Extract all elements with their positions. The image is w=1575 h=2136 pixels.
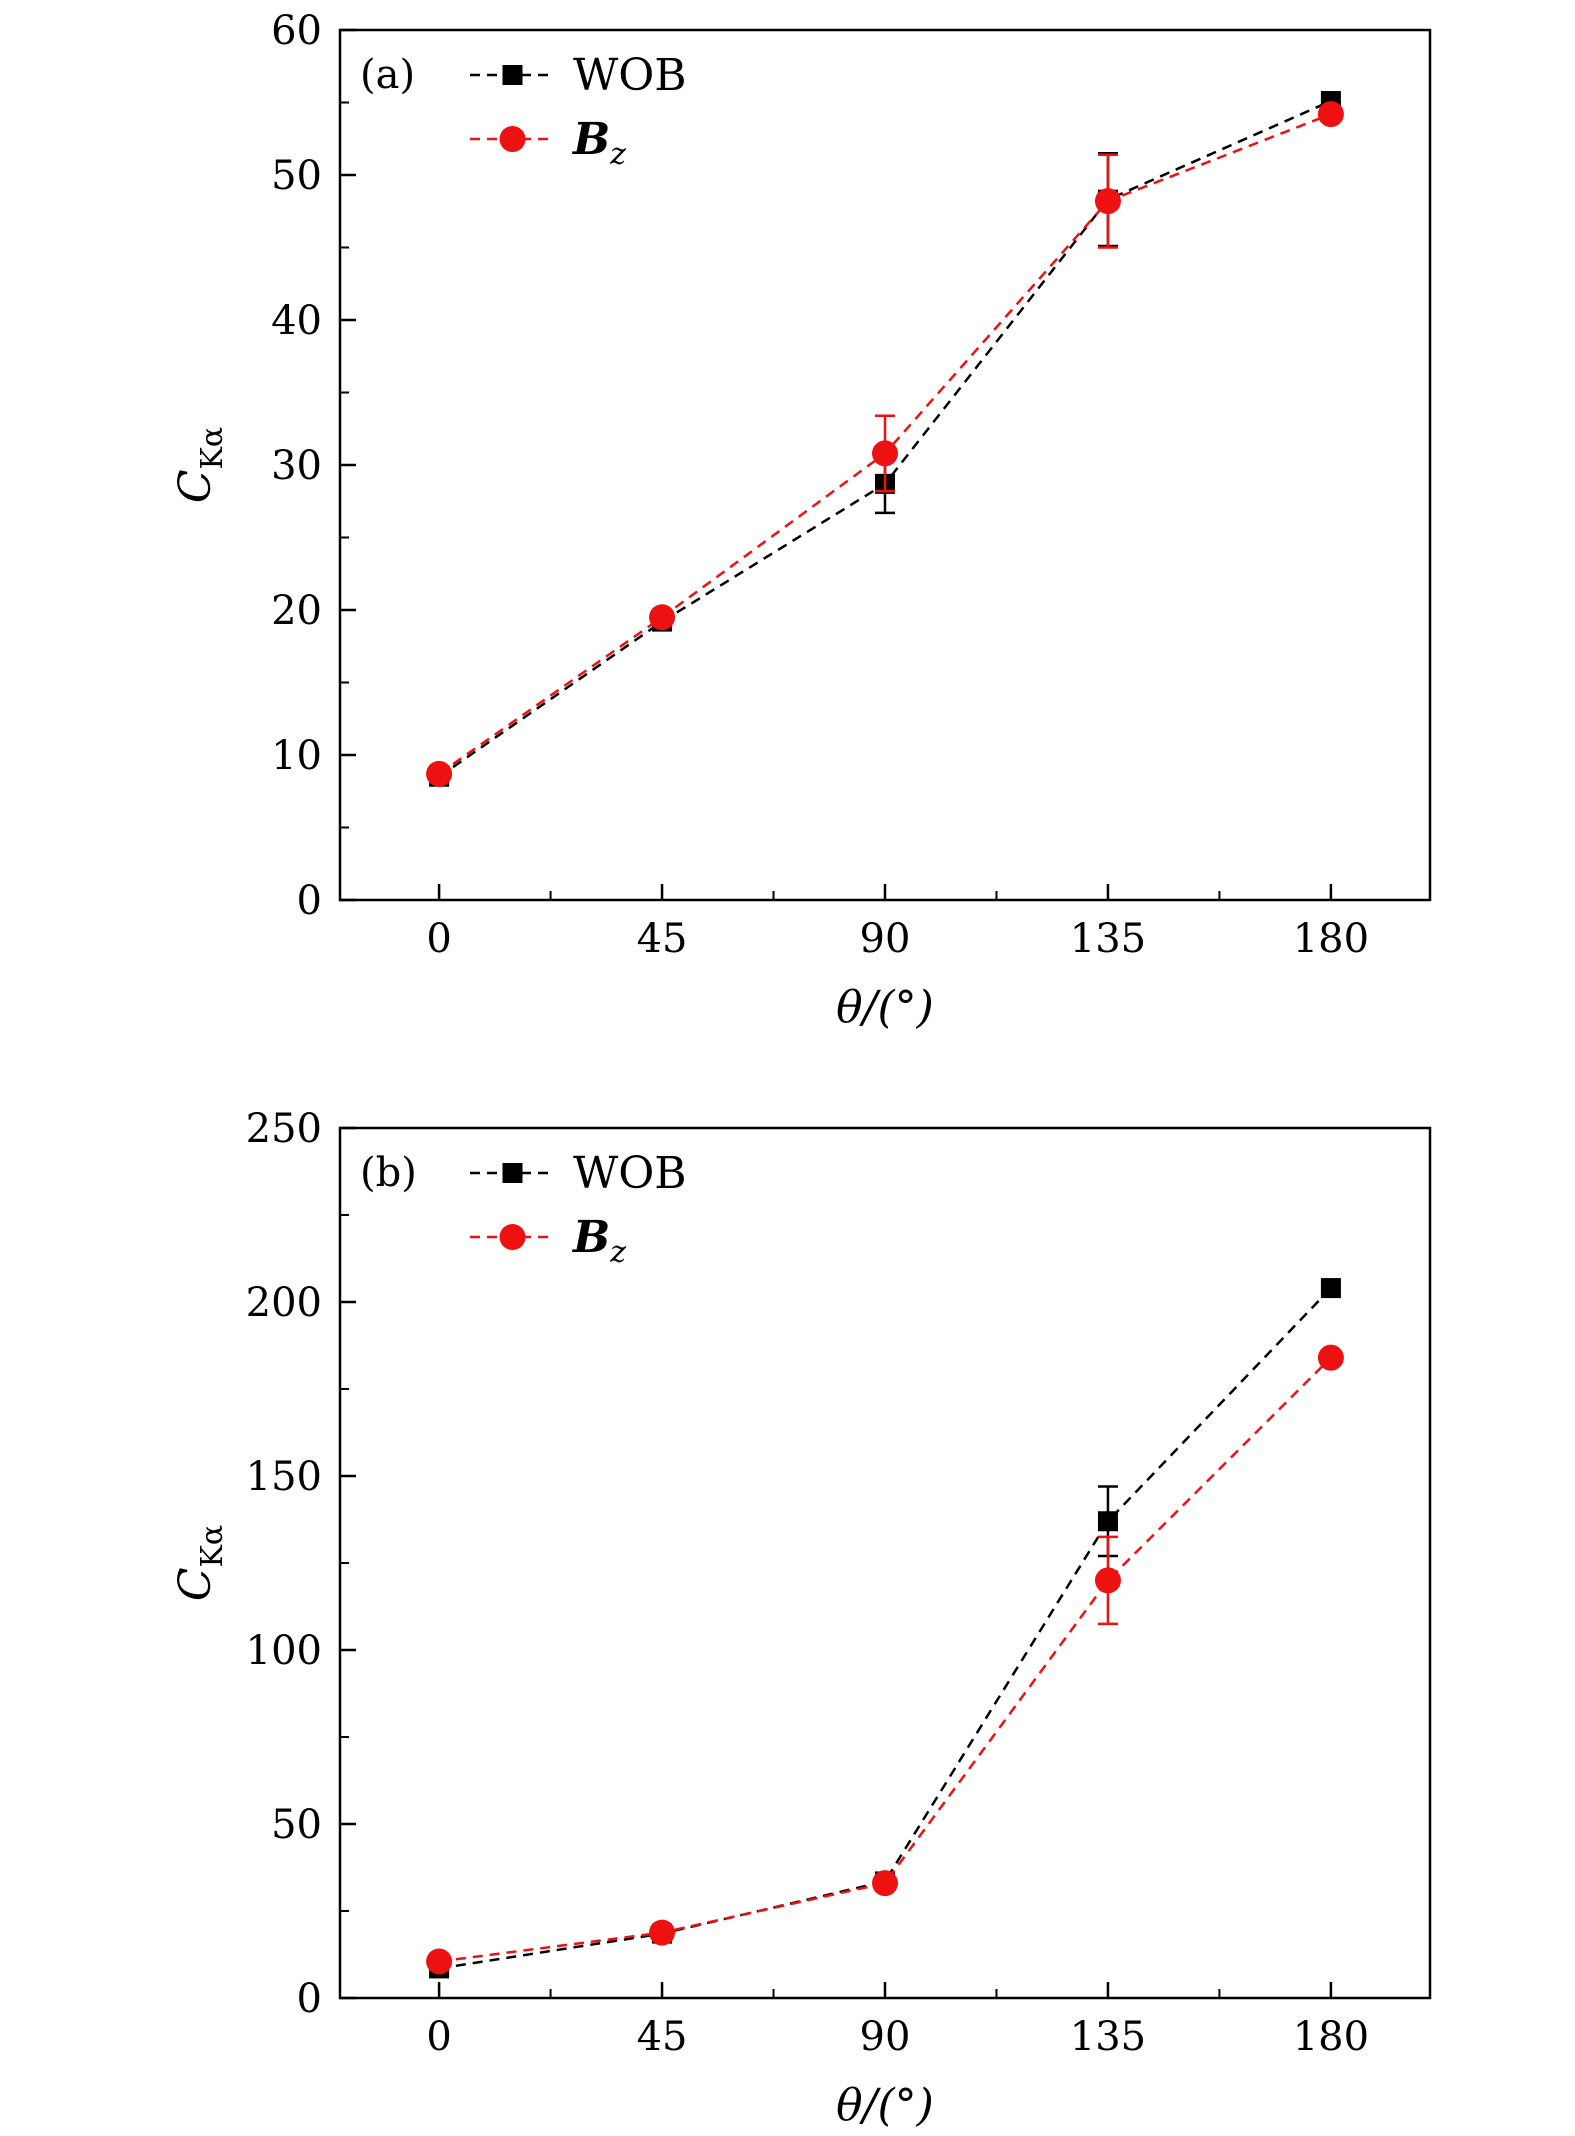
y-tick-label: 0: [297, 878, 322, 924]
series-b: [426, 1344, 1344, 1975]
legend-label-main: B: [571, 1212, 610, 1263]
y-tick-label: 200: [246, 1280, 322, 1326]
x-tick-label: 0: [426, 916, 451, 962]
legend-label-subscript: z: [609, 137, 626, 172]
y-tick-label: 20: [271, 588, 322, 634]
y-tick-label: 250: [246, 1106, 322, 1152]
x-axis-title: θ/(°): [836, 982, 934, 1033]
data-point-circle: [649, 604, 676, 631]
data-point-square: [1097, 1511, 1118, 1532]
x-tick-label: 90: [860, 2014, 911, 2060]
y-axis-title-main: C: [170, 1568, 221, 1602]
y-axis-title-subscript: Kα: [195, 427, 230, 470]
y-tick-label: 100: [246, 1628, 322, 1674]
legend-label-main: B: [571, 114, 610, 165]
x-tick-label: 180: [1293, 2014, 1369, 2060]
legend-item-b: Bz: [470, 114, 626, 172]
data-point-circle: [1094, 1567, 1121, 1594]
legend-label: Bz: [571, 114, 626, 172]
y-tick-label: 10: [271, 733, 322, 779]
legend-label: Bz: [571, 1212, 626, 1270]
x-tick-label: 0: [426, 2014, 451, 2060]
data-point-square: [1320, 1278, 1341, 1299]
y-tick-label: 0: [297, 1976, 322, 2022]
series-line: [438, 1287, 1332, 1970]
legend-item-b: Bz: [470, 1212, 626, 1270]
data-point-circle: [426, 1948, 453, 1975]
data-point-circle: [1317, 101, 1344, 128]
y-tick-label: 50: [271, 1802, 322, 1848]
legend-label: WOB: [573, 50, 687, 101]
legend-item-wob: WOB: [470, 1148, 687, 1199]
data-point-circle: [649, 1919, 676, 1946]
panel-label: (a): [360, 52, 415, 98]
legend-marker-circle: [499, 126, 526, 152]
x-tick-label: 135: [1070, 916, 1146, 962]
data-point-circle: [426, 760, 453, 787]
x-axis-title: θ/(°): [836, 2080, 934, 2131]
series-b: [426, 101, 1344, 787]
y-axis-title: CKα: [170, 1525, 230, 1601]
legend-label-subscript: z: [609, 1235, 626, 1270]
legend-marker-square: [502, 65, 523, 85]
legend-label: WOB: [573, 1148, 687, 1199]
chart-panel-a: 0 10 20 30 40 50 60 0 45 90 135 180 θ/(°) CKα (a) WOB Bz: [170, 8, 1432, 1033]
y-tick-label: 150: [246, 1454, 322, 1500]
y-axis-title-main: C: [170, 470, 221, 504]
data-point-circle: [872, 1870, 898, 1897]
y-axis-title-subscript: Kα: [195, 1525, 230, 1568]
legend-marker-square: [502, 1163, 523, 1183]
x-tick-label: 180: [1293, 916, 1369, 962]
data-point-circle: [872, 440, 898, 467]
panel-label: (b): [360, 1150, 417, 1196]
y-tick-label: 40: [271, 298, 322, 344]
y-tick-label: 30: [271, 443, 322, 489]
y-tick-label: 50: [271, 153, 322, 199]
legend-item-wob: WOB: [470, 50, 687, 101]
legend-marker-circle: [499, 1224, 526, 1250]
y-tick-label: 60: [271, 8, 322, 54]
chart-panel-b: 0 50 100 150 200 250 0 45 90 135 180 θ/(°) CKα (b) WOB…: [170, 1106, 1432, 2131]
data-point-circle: [1094, 188, 1121, 215]
data-point-circle: [1317, 1344, 1344, 1371]
x-tick-label: 45: [637, 2014, 688, 2060]
x-tick-label: 90: [860, 916, 911, 962]
x-tick-label: 135: [1070, 2014, 1146, 2060]
plot-frame: [338, 1126, 1432, 2000]
x-tick-label: 45: [637, 916, 688, 962]
y-axis-title: CKα: [170, 427, 230, 503]
